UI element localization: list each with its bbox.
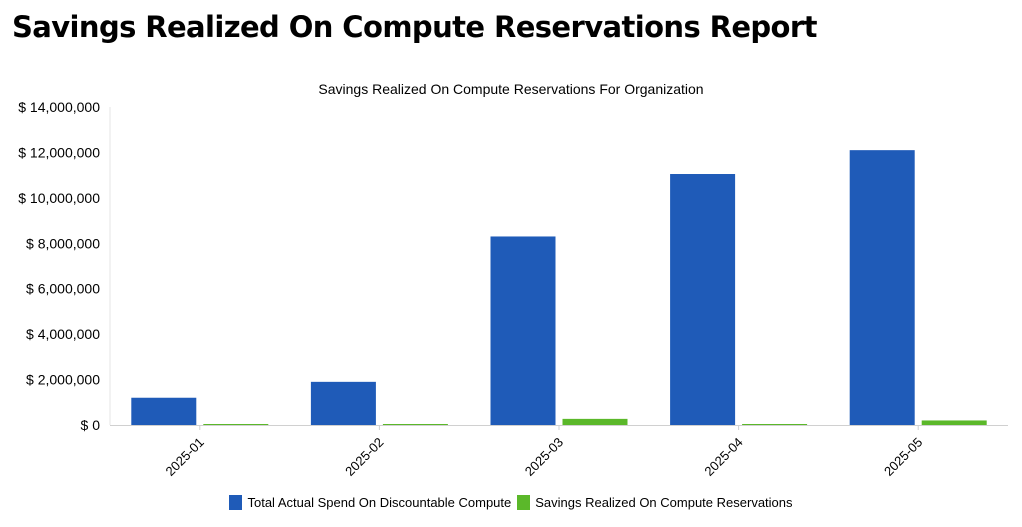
y-tick-label: $ 6,000,000 (26, 281, 100, 297)
bar-savings-2025-02[interactable] (382, 424, 448, 425)
legend-swatch-spend (229, 495, 243, 510)
bars (131, 150, 987, 425)
chart-title: Savings Realized On Compute Reservations… (318, 81, 703, 97)
y-tick-label: $ 2,000,000 (26, 372, 100, 388)
bar-spend-2025-03[interactable] (490, 236, 556, 425)
y-tick-label: $ 0 (81, 417, 101, 433)
legend-label-spend: Total Actual Spend On Discountable Compu… (247, 495, 512, 510)
y-axis: $ 0 $ 2,000,000 $ 4,000,000 $ 6,000,000 $ 8,… (18, 99, 111, 433)
bar-savings-2025-03[interactable] (562, 418, 628, 425)
chart: Savings Realized On Compute Reservations… (18, 81, 1008, 479)
bar-savings-2025-05[interactable] (921, 420, 987, 425)
x-tick-label: 2025-02 (342, 435, 386, 479)
legend-label-savings: Savings Realized On Compute Reservations (535, 495, 793, 510)
y-tick-label: $ 12,000,000 (18, 144, 100, 160)
x-tick-label: 2025-01 (163, 435, 207, 479)
bar-spend-2025-01[interactable] (131, 397, 197, 425)
x-tick-label: 2025-04 (701, 435, 745, 479)
x-tick-label: 2025-03 (522, 435, 566, 479)
x-tick-label: 2025-05 (881, 435, 925, 479)
x-axis: 2025-01 2025-02 2025-03 2025-04 2025-05 (110, 425, 1008, 479)
y-tick-label: $ 10,000,000 (18, 190, 100, 206)
y-tick-label: $ 8,000,000 (26, 235, 100, 251)
page-title: Savings Realized On Compute Reservations… (12, 10, 817, 44)
legend-swatch-savings (517, 495, 531, 510)
bar-spend-2025-05[interactable] (849, 150, 915, 425)
y-tick-label: $ 4,000,000 (26, 326, 100, 342)
bar-savings-2025-01[interactable] (203, 424, 269, 425)
bar-savings-2025-04[interactable] (742, 424, 808, 425)
y-tick-label: $ 14,000,000 (18, 99, 100, 115)
bar-spend-2025-02[interactable] (310, 381, 376, 425)
bar-spend-2025-04[interactable] (670, 174, 736, 425)
legend-item-spend[interactable]: Total Actual Spend On Discountable Compu… (229, 495, 511, 510)
legend: Total Actual Spend On Discountable Compu… (0, 495, 1022, 510)
legend-item-savings[interactable]: Savings Realized On Compute Reservations (517, 495, 793, 510)
